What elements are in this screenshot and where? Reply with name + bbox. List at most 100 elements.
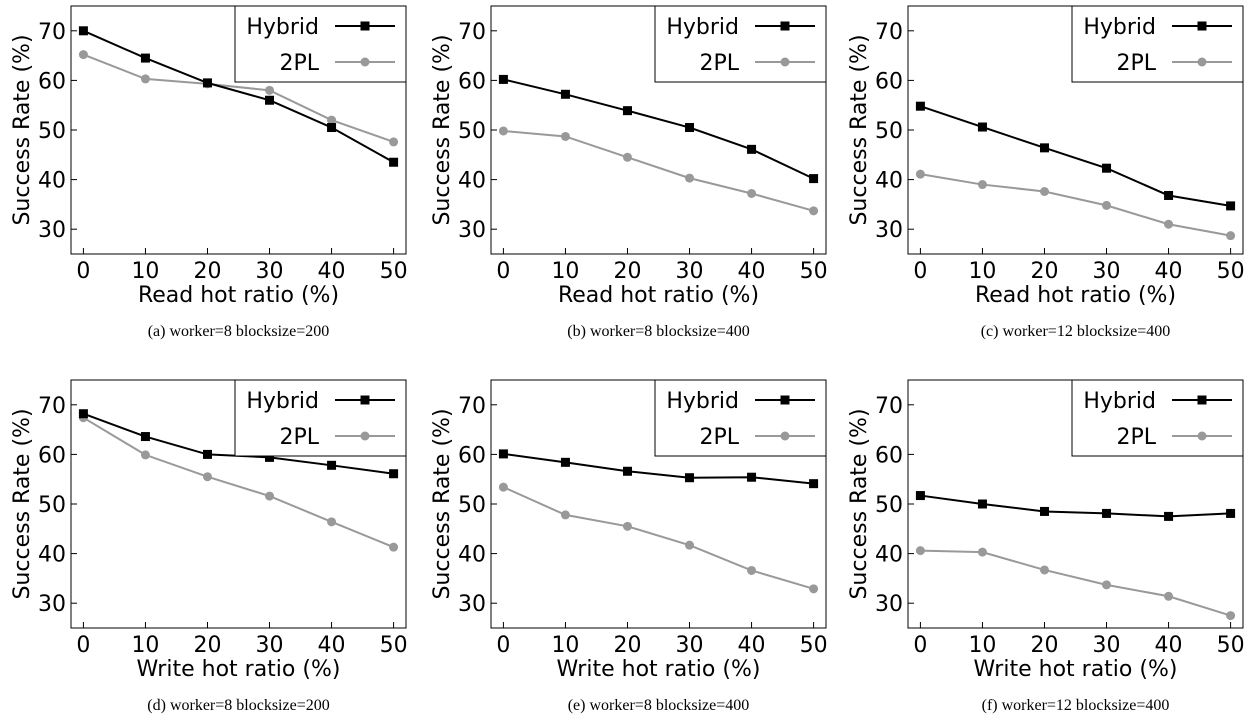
x-tick-label: 40 (1155, 259, 1183, 284)
y-tick-label: 70 (458, 20, 486, 45)
x-tick-label: 0 (76, 633, 90, 658)
legend-marker-2pl (360, 57, 370, 67)
x-tick-label: 30 (256, 259, 284, 284)
legend-label-2pl: 2PL (279, 51, 319, 76)
x-tick-label: 40 (318, 259, 346, 284)
data-point-hybrid (327, 460, 337, 470)
y-axis-label: Success Rate (%) (430, 34, 455, 225)
data-point-hybrid (747, 144, 757, 154)
chart-panel-b: 30 40 50 60 70 0 10 20 30 40 50 Read hot ratio (%) S… (430, 5, 828, 340)
x-tick-label: 10 (551, 259, 579, 284)
chart-panel-c: 30 40 50 60 70 0 10 20 30 40 50 Read hot ratio (%) S… (847, 5, 1245, 340)
data-point-hybrid (560, 457, 570, 467)
legend-label-hybrid: Hybrid (1083, 389, 1156, 414)
data-point-hybrid (1226, 508, 1236, 518)
y-tick-label: 40 (875, 169, 903, 194)
data-point-2pl (622, 521, 632, 531)
x-tick-label: 0 (913, 259, 927, 284)
y-tick-label: 30 (875, 592, 903, 617)
chart-panel-a: 30 40 50 60 70 0 10 20 30 40 50 Read hot ratio (%) S… (10, 5, 408, 340)
data-point-hybrid (498, 449, 508, 459)
legend: Hybrid 2PL (1071, 5, 1244, 83)
y-tick-label: 50 (458, 493, 486, 518)
x-axis-label: Read hot ratio (%) (558, 283, 759, 308)
data-point-hybrid (685, 473, 695, 483)
data-point-hybrid (1039, 143, 1049, 153)
x-tick-label: 10 (131, 633, 159, 658)
y-tick-label: 50 (458, 119, 486, 144)
x-tick-label: 30 (676, 633, 704, 658)
series-line-2pl (502, 486, 814, 590)
legend: Hybrid 2PL (654, 5, 827, 83)
legend: Hybrid 2PL (1071, 379, 1244, 457)
y-axis-label: Success Rate (%) (430, 408, 455, 599)
y-axis-label: Success Rate (%) (847, 408, 872, 599)
y-tick-label: 30 (458, 592, 486, 617)
data-point-hybrid (140, 432, 150, 442)
data-point-2pl (622, 152, 632, 162)
data-point-hybrid (327, 123, 337, 133)
subfigure-caption: (f) worker=12 blocksize=400 (982, 697, 1170, 714)
x-tick-label: 30 (1093, 259, 1121, 284)
legend-label-2pl: 2PL (699, 425, 739, 450)
data-point-2pl (265, 491, 275, 501)
subfigure-caption: (e) worker=8 blocksize=400 (568, 697, 750, 714)
data-point-hybrid (498, 74, 508, 84)
data-point-2pl (1102, 200, 1112, 210)
x-tick-label: 40 (738, 633, 766, 658)
series-line-2pl (920, 173, 1231, 237)
x-tick-label: 40 (318, 633, 346, 658)
series-line-hybrid (920, 494, 1231, 518)
legend-marker-hybrid (780, 21, 790, 31)
data-point-2pl (389, 137, 399, 147)
data-point-2pl (560, 131, 570, 141)
chart-panel-f: 30 40 50 60 70 0 10 20 30 40 50 Write hot ratio (%)… (847, 379, 1245, 714)
legend-label-2pl: 2PL (1116, 425, 1156, 450)
x-tick-label: 20 (613, 633, 641, 658)
data-point-2pl (685, 540, 695, 550)
x-axis-label: Write hot ratio (%) (557, 657, 761, 682)
legend-label-hybrid: Hybrid (246, 389, 319, 414)
data-point-2pl (1164, 591, 1174, 601)
legend-label-2pl: 2PL (699, 51, 739, 76)
legend: Hybrid 2PL (654, 379, 827, 457)
legend-marker-2pl (780, 57, 790, 67)
y-tick-label: 30 (38, 218, 66, 243)
data-point-2pl (140, 74, 150, 84)
legend-label-hybrid: Hybrid (246, 15, 319, 40)
data-point-hybrid (915, 101, 925, 111)
legend-marker-hybrid (360, 21, 370, 31)
x-tick-label: 10 (968, 259, 996, 284)
y-tick-label: 60 (38, 69, 66, 94)
x-tick-label: 30 (1093, 633, 1121, 658)
data-point-2pl (1039, 565, 1049, 575)
x-tick-label: 10 (551, 633, 579, 658)
data-point-2pl (1226, 231, 1236, 241)
data-point-2pl (915, 169, 925, 179)
data-point-2pl (1039, 187, 1049, 197)
legend-marker-hybrid (780, 395, 790, 405)
y-tick-label: 60 (458, 443, 486, 468)
y-tick-label: 40 (38, 543, 66, 568)
x-tick-label: 50 (800, 633, 828, 658)
data-point-2pl (498, 126, 508, 136)
legend-marker-2pl (360, 431, 370, 441)
data-point-hybrid (685, 123, 695, 133)
x-tick-label: 20 (1030, 633, 1058, 658)
legend-box (654, 379, 827, 457)
data-point-2pl (1164, 219, 1174, 229)
y-tick-label: 30 (38, 592, 66, 617)
data-point-hybrid (622, 106, 632, 116)
y-tick-label: 60 (875, 443, 903, 468)
data-point-hybrid (265, 95, 275, 105)
data-point-hybrid (202, 449, 212, 459)
legend-box (654, 5, 827, 83)
x-axis-label: Read hot ratio (%) (975, 283, 1176, 308)
data-point-hybrid (747, 472, 757, 482)
y-tick-label: 40 (458, 169, 486, 194)
x-tick-label: 0 (76, 259, 90, 284)
x-tick-label: 0 (496, 633, 510, 658)
data-point-hybrid (389, 469, 399, 479)
legend-label-hybrid: Hybrid (666, 15, 739, 40)
